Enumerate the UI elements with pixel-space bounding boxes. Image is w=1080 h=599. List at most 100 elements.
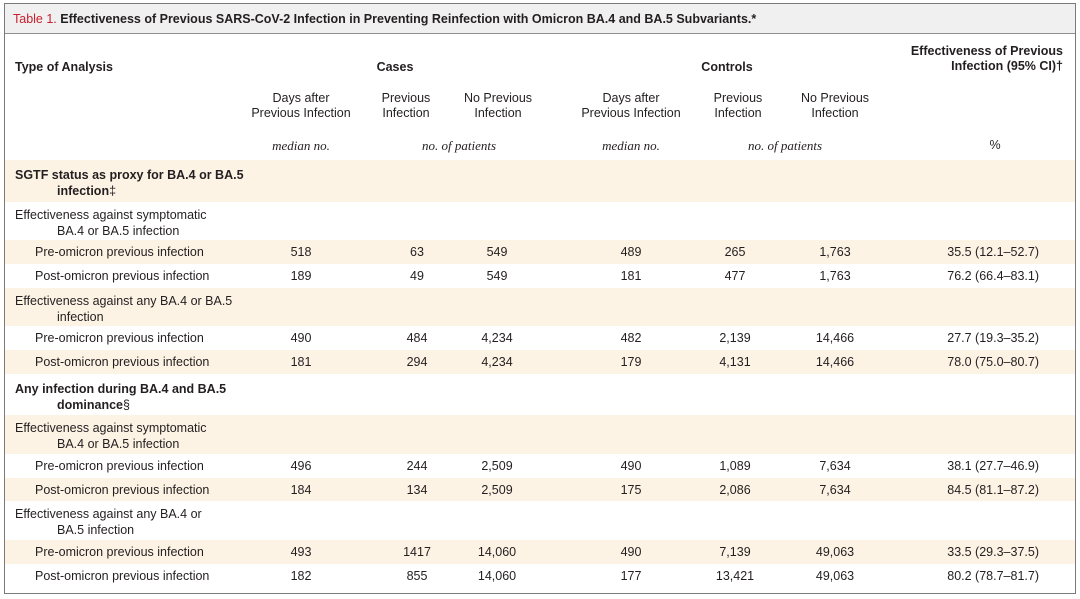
unit-controls-patients: no. of patients bbox=[747, 138, 823, 153]
effectiveness-cell: 33.5 (29.3–37.5) bbox=[947, 544, 1039, 559]
header-cases-no-previous-line1: No Previous bbox=[463, 91, 533, 105]
group-heading-line2: infection bbox=[57, 309, 104, 324]
group-heading-line1: Effectiveness against symptomatic bbox=[15, 207, 207, 222]
cases-no-previous-cell: 2,509 bbox=[481, 458, 513, 473]
cases-previous-cell: 63 bbox=[410, 245, 424, 259]
group-heading-row: Effectiveness against any BA.4 or BA.5 in… bbox=[5, 501, 1075, 540]
section-heading: SGTF status as proxy for BA.4 or BA.5 inf… bbox=[15, 167, 244, 199]
header-controls-previous: Previous Infection bbox=[696, 91, 780, 121]
controls-previous-cell: 7,139 bbox=[719, 544, 751, 559]
group-heading-row: Effectiveness against symptomatic BA.4 or… bbox=[5, 415, 1075, 454]
cases-days-cell: 490 bbox=[290, 331, 312, 346]
group-heading-line2: BA.5 infection bbox=[57, 523, 135, 538]
cases-no-previous-cell: 14,060 bbox=[477, 568, 517, 583]
group-heading: Effectiveness against symptomatic BA.4 or… bbox=[15, 420, 207, 452]
cases-previous-cell: 244 bbox=[406, 458, 428, 473]
effectiveness-cell: 80.2 (78.7–81.7) bbox=[947, 568, 1039, 583]
controls-previous-cell: 2,139 bbox=[719, 331, 751, 346]
unit-percent: % bbox=[989, 138, 1001, 152]
cases-no-previous-cell: 549 bbox=[486, 245, 508, 259]
cases-no-previous-cell: 4,234 bbox=[481, 331, 513, 346]
controls-no-previous-cell: 1,763 bbox=[819, 268, 851, 283]
header-cases-previous-line2: Infection bbox=[382, 106, 430, 120]
cases-no-previous-cell: 2,509 bbox=[481, 482, 513, 497]
effectiveness-cell: 84.5 (81.1–87.2) bbox=[947, 482, 1039, 497]
header-effectiveness: Effectiveness of Previous Infection (95%… bbox=[885, 44, 1063, 74]
group-heading-row: Effectiveness against symptomatic BA.4 or… bbox=[5, 202, 1075, 241]
controls-no-previous-cell: 7,634 bbox=[819, 482, 851, 497]
cases-days-cell: 181 bbox=[290, 354, 312, 369]
table-row: Pre-omicron previous infection 496 244 2,50… bbox=[5, 454, 1075, 478]
header-type-of-analysis: Type of Analysis bbox=[15, 60, 113, 74]
group-heading: Effectiveness against any BA.4 or BA.5 in… bbox=[15, 506, 202, 538]
cases-no-previous-cell: 14,060 bbox=[477, 544, 517, 559]
effectiveness-cell: 35.5 (12.1–52.7) bbox=[947, 245, 1039, 259]
controls-days-cell: 490 bbox=[620, 458, 642, 473]
cases-days-cell: 182 bbox=[290, 568, 312, 583]
controls-previous-cell: 2,086 bbox=[719, 482, 751, 497]
header-effectiveness-line1: Effectiveness of Previous bbox=[910, 44, 1063, 58]
group-heading-line1: Effectiveness against symptomatic bbox=[15, 421, 207, 436]
controls-days-cell: 175 bbox=[620, 482, 642, 497]
row-label: Post-omicron previous infection bbox=[35, 354, 210, 369]
controls-previous-cell: 13,421 bbox=[715, 568, 755, 583]
section-heading-line1: SGTF status as proxy for BA.4 or BA.5 bbox=[15, 168, 244, 182]
header-controls-days-line1: Days after bbox=[602, 91, 660, 105]
group-heading-row: Effectiveness against any BA.4 or BA.5 in… bbox=[5, 287, 1075, 327]
cases-previous-cell: 484 bbox=[406, 331, 428, 346]
header-controls-previous-line2: Infection bbox=[714, 106, 762, 120]
header-controls-days: Days after Previous Infection bbox=[571, 91, 691, 121]
controls-days-cell: 490 bbox=[620, 544, 642, 559]
cases-days-cell: 189 bbox=[290, 268, 312, 283]
controls-previous-cell: 265 bbox=[724, 245, 746, 259]
footnote-mark: ‡ bbox=[109, 184, 117, 198]
cases-previous-cell: 294 bbox=[406, 354, 428, 369]
section-heading-line1: Any infection during BA.4 and BA.5 bbox=[15, 381, 227, 396]
unit-cases-patients: no. of patients bbox=[421, 138, 497, 153]
header-cases: Cases bbox=[376, 60, 414, 74]
header-effectiveness-line2: Infection (95% CI)† bbox=[951, 59, 1063, 73]
effectiveness-cell: 27.7 (19.3–35.2) bbox=[947, 331, 1039, 346]
row-label: Post-omicron previous infection bbox=[35, 482, 210, 497]
controls-days-cell: 482 bbox=[620, 331, 642, 346]
cases-days-cell: 496 bbox=[290, 458, 312, 473]
table-row: Post-omicron previous infection 182 855 14,… bbox=[5, 564, 1075, 588]
controls-previous-cell: 1,089 bbox=[719, 458, 751, 473]
table-row: Pre-omicron previous infection 493 1417 14,… bbox=[5, 539, 1075, 564]
controls-no-previous-cell: 14,466 bbox=[815, 331, 855, 346]
cases-previous-cell: 134 bbox=[406, 482, 428, 497]
section-heading-line2: infection‡ bbox=[15, 183, 244, 199]
header-cases-days-line1: Days after bbox=[272, 91, 330, 105]
table-row: Post-omicron previous infection 189 49 549 1… bbox=[5, 264, 1075, 288]
table-title: Table 1. Effectiveness of Previous SARS-… bbox=[5, 4, 1075, 34]
header-cases-days-line2: Previous Infection bbox=[251, 106, 351, 120]
controls-no-previous-cell: 1,763 bbox=[819, 245, 851, 259]
effectiveness-cell: 76.2 (66.4–83.1) bbox=[947, 268, 1039, 283]
footnote-mark: § bbox=[123, 397, 130, 412]
controls-previous-cell: 4,131 bbox=[719, 354, 751, 369]
header-controls-days-line2: Previous Infection bbox=[581, 106, 681, 120]
group-heading: Effectiveness against any BA.4 or BA.5 in… bbox=[15, 293, 232, 325]
table-row: Pre-omicron previous infection 490 484 4,23… bbox=[5, 326, 1075, 350]
section-heading-line2: dominance§ bbox=[15, 397, 226, 413]
controls-no-previous-cell: 49,063 bbox=[815, 568, 855, 583]
table-caption: Effectiveness of Previous SARS-CoV-2 Inf… bbox=[60, 12, 757, 26]
header-cases-days: Days after Previous Infection bbox=[241, 91, 361, 121]
cases-days-cell: 518 bbox=[290, 245, 312, 259]
cases-previous-cell: 855 bbox=[406, 568, 428, 583]
header-controls-no-previous-line1: No Previous bbox=[800, 91, 870, 105]
row-label: Pre-omicron previous infection bbox=[35, 331, 204, 346]
controls-previous-cell: 477 bbox=[724, 268, 746, 283]
row-label: Post-omicron previous infection bbox=[35, 568, 210, 583]
cases-no-previous-cell: 549 bbox=[486, 268, 508, 283]
cases-days-cell: 493 bbox=[290, 544, 312, 559]
group-heading-line2: BA.4 or BA.5 infection bbox=[57, 223, 180, 238]
controls-days-cell: 181 bbox=[620, 268, 642, 283]
header-cases-no-previous: No Previous Infection bbox=[451, 91, 545, 121]
row-label: Pre-omicron previous infection bbox=[35, 544, 204, 559]
cases-previous-cell: 1417 bbox=[403, 544, 431, 559]
effectiveness-cell: 78.0 (75.0–80.7) bbox=[947, 354, 1039, 369]
group-heading-line2: BA.4 or BA.5 infection bbox=[57, 437, 180, 452]
header-cases-previous-line1: Previous bbox=[381, 91, 431, 105]
section-heading: Any infection during BA.4 and BA.5 domina… bbox=[15, 381, 226, 413]
